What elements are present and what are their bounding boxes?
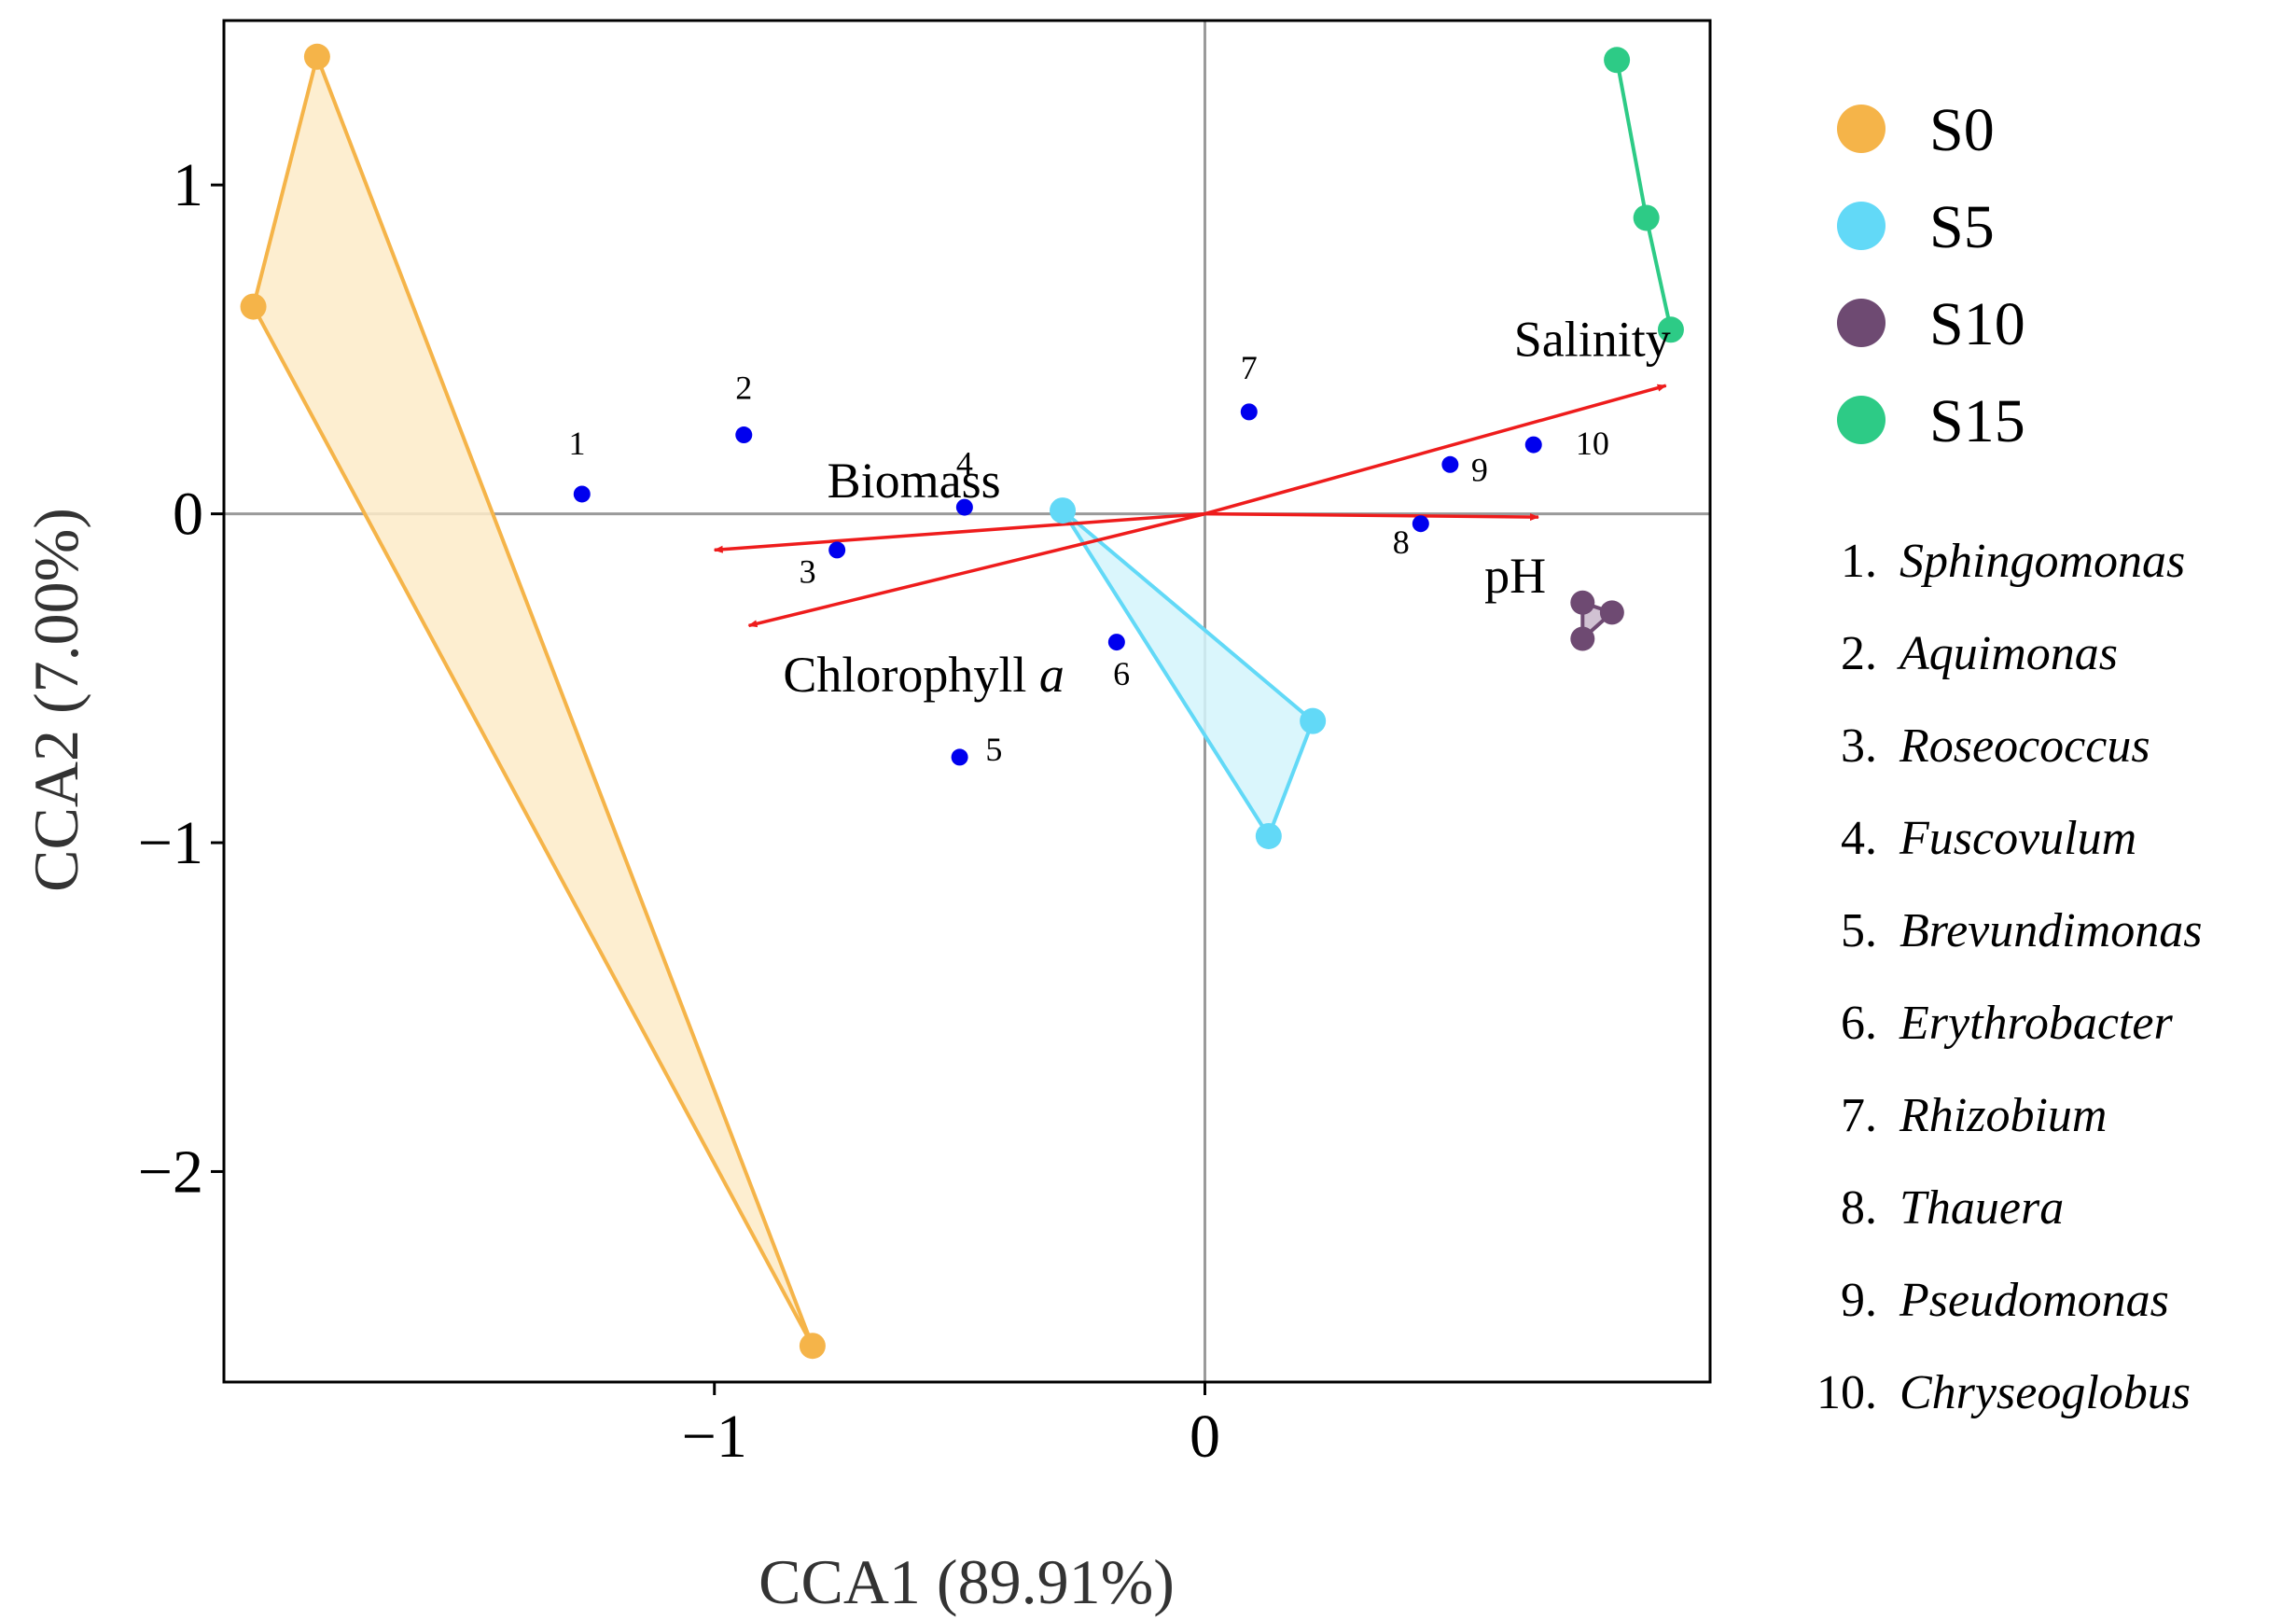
vector-label-chlorophyll-a: Chlorophyll a bbox=[783, 647, 1065, 703]
species-point-3 bbox=[828, 541, 846, 559]
sample-point-s5-3 bbox=[1255, 822, 1282, 849]
species-label-7: 7 bbox=[1241, 349, 1258, 386]
genus-number: 5. bbox=[1841, 904, 1877, 957]
x-axis-title: CCA1 (89.91%) bbox=[758, 1546, 1175, 1617]
y-tick-label: −1 bbox=[138, 809, 203, 877]
genus-number: 2. bbox=[1841, 627, 1877, 680]
genus-number: 1. bbox=[1841, 535, 1877, 588]
vector-labels: Biomass Chlorophyll a Salinity pH bbox=[783, 311, 1670, 702]
species-point-9 bbox=[1441, 455, 1459, 473]
x-tick-label: −1 bbox=[682, 1403, 747, 1471]
species-points: 1 2 3 4 5 6 7 8 9 10 bbox=[569, 349, 1609, 768]
species-label-1: 1 bbox=[569, 425, 586, 462]
vector-label-ph: pH bbox=[1484, 548, 1546, 604]
species-label-4: 4 bbox=[956, 444, 973, 482]
species-point-8 bbox=[1412, 515, 1429, 533]
genus-name: Brevundimonas bbox=[1899, 904, 2202, 957]
genus-number: 7. bbox=[1841, 1089, 1877, 1142]
species-point-6 bbox=[1107, 634, 1125, 651]
genus-name: Thauera bbox=[1899, 1181, 2064, 1235]
sample-point-s0-2 bbox=[240, 293, 267, 320]
legend-label-s0: S0 bbox=[1929, 96, 1995, 164]
sample-point-s15-2 bbox=[1633, 204, 1660, 231]
y-tick-label: −2 bbox=[138, 1138, 203, 1206]
group-legend: S0 S5 S10 S15 bbox=[1837, 96, 2025, 455]
vector-arrow-salinity bbox=[1204, 384, 1667, 516]
vector-label-part: a bbox=[1039, 647, 1065, 703]
vector-arrow-ph bbox=[1204, 511, 1539, 522]
legend-label-s15: S15 bbox=[1929, 387, 2025, 455]
sample-point-s5-1 bbox=[1050, 497, 1077, 524]
genus-name: Erythrobacter bbox=[1899, 997, 2173, 1050]
species-label-10: 10 bbox=[1576, 425, 1609, 462]
genus-name: Pseudomonas bbox=[1899, 1274, 2169, 1327]
legend-label-s5: S5 bbox=[1929, 193, 1995, 261]
y-axis-title: CCA2 (7.00%) bbox=[21, 508, 91, 892]
genus-number: 8. bbox=[1841, 1181, 1877, 1235]
genus-name: Roseococcus bbox=[1899, 719, 2150, 773]
species-point-4 bbox=[955, 498, 973, 516]
vector-label-salinity: Salinity bbox=[1514, 311, 1671, 367]
species-point-7 bbox=[1240, 403, 1258, 421]
legend-key-s15 bbox=[1837, 396, 1886, 444]
sample-point-s10-2 bbox=[1599, 600, 1624, 625]
x-tick-label: 0 bbox=[1190, 1403, 1220, 1471]
species-label-2: 2 bbox=[735, 369, 752, 406]
sample-point-s10-1 bbox=[1570, 590, 1595, 615]
genus-number: 4. bbox=[1841, 812, 1877, 865]
species-point-5 bbox=[951, 748, 968, 766]
species-point-10 bbox=[1524, 436, 1542, 454]
sample-point-s10-3 bbox=[1570, 626, 1595, 651]
legend-label-s10: S10 bbox=[1929, 290, 2025, 358]
genus-name: Sphingomonas bbox=[1899, 535, 2185, 588]
species-label-5: 5 bbox=[985, 731, 1002, 768]
sample-points bbox=[240, 43, 1684, 1360]
genus-name: Chryseoglobus bbox=[1899, 1366, 2191, 1419]
vector-label-part: Biomass bbox=[828, 453, 1001, 509]
genus-number: 9. bbox=[1841, 1274, 1877, 1327]
sample-point-s0-1 bbox=[303, 43, 330, 70]
y-tick-label: 1 bbox=[173, 151, 203, 219]
y-tick-label: 0 bbox=[173, 481, 203, 549]
hull-s0 bbox=[251, 54, 814, 1348]
vector-label-biomass: Biomass bbox=[828, 453, 1001, 509]
species-point-2 bbox=[735, 426, 753, 444]
legend-key-s5 bbox=[1837, 202, 1886, 250]
vector-arrow-biomass bbox=[713, 511, 1205, 553]
plot-frame bbox=[222, 19, 1712, 1384]
environmental-vectors bbox=[713, 384, 1667, 628]
sample-point-s0-3 bbox=[799, 1333, 826, 1360]
hull-s15 bbox=[1615, 59, 1673, 330]
species-point-1 bbox=[573, 485, 591, 503]
species-label-8: 8 bbox=[1393, 524, 1410, 561]
genus-number: 10. bbox=[1816, 1366, 1877, 1419]
genus-number: 3. bbox=[1841, 719, 1877, 773]
genus-name: Rhizobium bbox=[1899, 1089, 2107, 1142]
vector-label-part: pH bbox=[1484, 548, 1546, 604]
vector-label-part: Salinity bbox=[1514, 311, 1671, 367]
species-label-9: 9 bbox=[1471, 451, 1488, 488]
vector-arrow-chlorophyll-a bbox=[747, 511, 1205, 628]
legend-key-s10 bbox=[1837, 299, 1886, 347]
genus-legend: 1. Sphingomonas 2. Aquimonas 3. Roseococcus 4.… bbox=[1816, 535, 2202, 1419]
axes: −1 0 1 0 −1 −2 bbox=[138, 151, 1220, 1471]
group-hulls bbox=[251, 54, 1673, 1348]
legend-key-s0 bbox=[1837, 105, 1886, 153]
sample-point-s5-2 bbox=[1300, 707, 1327, 734]
sample-point-s15-3 bbox=[1657, 316, 1684, 343]
genus-name: Fuscovulum bbox=[1899, 812, 2136, 865]
vector-label-part: Chlorophyll bbox=[783, 647, 1039, 703]
sample-point-s15-1 bbox=[1604, 47, 1631, 74]
genus-name: Aquimonas bbox=[1897, 627, 2118, 680]
species-label-6: 6 bbox=[1113, 655, 1130, 692]
hull-s5 bbox=[1061, 509, 1315, 838]
species-label-3: 3 bbox=[800, 553, 816, 591]
genus-number: 6. bbox=[1841, 997, 1877, 1050]
